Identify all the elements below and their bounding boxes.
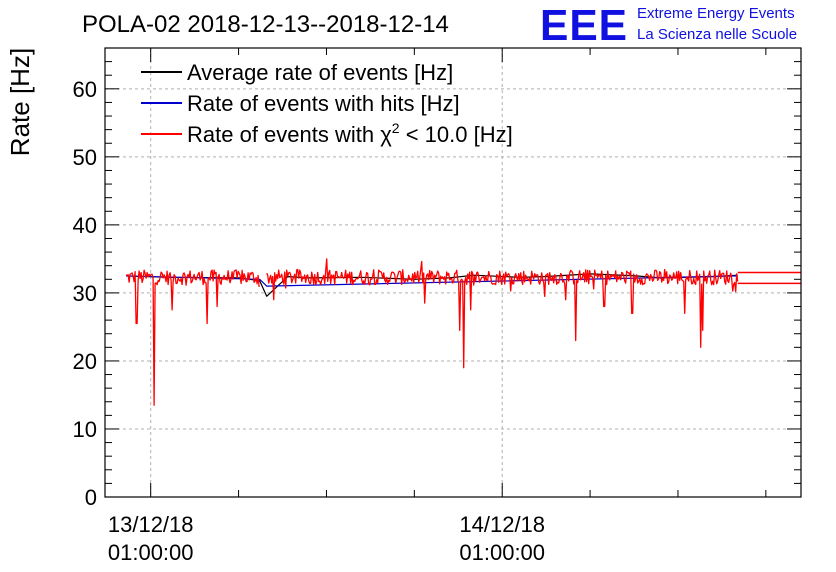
series-line-chi2-0 xyxy=(125,269,260,406)
grid xyxy=(105,48,801,497)
series-group xyxy=(125,258,801,406)
x-tick-label-time: 01:00:00 xyxy=(459,540,545,565)
legend-label-chi2: Rate of events with χ2 < 10.0 [Hz] xyxy=(187,120,513,147)
legend-label-average: Average rate of events [Hz] xyxy=(187,60,453,85)
legend-label-chi2-symbol: χ xyxy=(380,122,392,147)
plot-frame xyxy=(104,47,802,498)
y-tick-label: 40 xyxy=(73,213,97,238)
y-tick-label: 20 xyxy=(73,349,97,374)
y-tick-label: 10 xyxy=(73,417,97,442)
legend: Average rate of events [Hz] Rate of even… xyxy=(141,60,513,147)
eee-logo-line1: Extreme Energy Events xyxy=(637,5,795,22)
legend-label-chi2-prefix: Rate of events with xyxy=(187,122,380,147)
legend-entry-average: Average rate of events [Hz] xyxy=(141,60,453,85)
y-tick-label: 30 xyxy=(73,281,97,306)
y-tick-label: 60 xyxy=(73,77,97,102)
eee-logo-mark: EEE xyxy=(540,1,628,50)
y-tick-label: 50 xyxy=(73,145,97,170)
y-axis-label: Rate [Hz] xyxy=(5,48,35,156)
y-axis: 0 10 20 30 40 50 60 xyxy=(73,47,801,510)
legend-label-chi2-suffix: < 10.0 [Hz] xyxy=(400,122,513,147)
series-line-chi2-1 xyxy=(266,258,739,369)
x-tick-label-date: 14/12/18 xyxy=(459,512,545,537)
legend-entry-chi2: Rate of events with χ2 < 10.0 [Hz] xyxy=(141,120,513,147)
eee-logo: EEE Extreme Energy Events La Scienza nel… xyxy=(540,1,797,50)
eee-logo-line2: La Scienza nelle Scuole xyxy=(637,26,797,43)
plot-frame-rect xyxy=(104,47,802,498)
y-tick-label: 0 xyxy=(85,485,97,510)
x-tick-label-time: 01:00:00 xyxy=(108,540,194,565)
legend-label-hits: Rate of events with hits [Hz] xyxy=(187,91,460,116)
x-axis: 13/12/18 01:00:00 14/12/18 01:00:00 xyxy=(108,48,767,565)
legend-label-chi2-sup: 2 xyxy=(392,120,400,136)
x-tick-label-date: 13/12/18 xyxy=(108,512,194,537)
chart-title: POLA-02 2018-12-13--2018-12-14 xyxy=(82,11,449,38)
legend-entry-hits: Rate of events with hits [Hz] xyxy=(141,91,460,116)
